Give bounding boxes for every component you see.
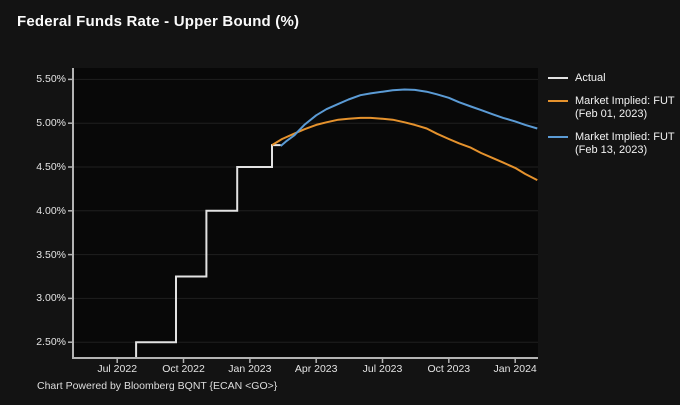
legend-label-line: (Feb 13, 2023) bbox=[575, 144, 648, 156]
market-implied-feb-13-2023-line bbox=[280, 88, 538, 147]
x-tick-label: Jan 2023 bbox=[228, 363, 272, 375]
y-tick-label: 4.50% bbox=[36, 161, 66, 173]
legend-swatch-market-implied-feb-13-2023 bbox=[548, 135, 568, 138]
y-tick-label: 5.50% bbox=[36, 73, 66, 86]
market-implied-feb-01-2023-line bbox=[271, 116, 538, 181]
legend-item-actual: Actual bbox=[548, 72, 675, 86]
x-tick-label: Jul 2023 bbox=[362, 363, 403, 375]
y-tick-label: 5.00% bbox=[36, 117, 66, 130]
legend-item-market-implied-feb-13-2023: Market Implied: FUT (Feb 13, 2023) bbox=[548, 131, 675, 158]
legend-label-line: Market Implied: FUT bbox=[575, 94, 675, 107]
legend-item-market-implied-feb-01-2023: Market Implied: FUT (Feb 01, 2023) bbox=[548, 95, 675, 122]
legend-swatch-actual bbox=[548, 77, 568, 79]
legend: Actual Market Implied: FUT (Feb 01, 2023) M… bbox=[548, 72, 675, 158]
y-tick-label: 3.50% bbox=[36, 248, 66, 261]
legend-label-line: Actual bbox=[575, 72, 606, 84]
y-tick-label: 4.00% bbox=[36, 204, 66, 217]
legend-label-line: Market Implied: FUT bbox=[575, 130, 675, 143]
legend-label: Actual bbox=[575, 72, 606, 86]
legend-swatch-market-implied-feb-01-2023 bbox=[548, 99, 568, 102]
footer-credit: Chart Powered by Bloomberg BQNT {ECAN <G… bbox=[37, 380, 278, 392]
actual-line bbox=[135, 144, 281, 358]
x-tick-label: Jul 2022 bbox=[97, 363, 138, 375]
x-tick-label: Oct 2022 bbox=[162, 363, 205, 375]
x-tick-label: Oct 2023 bbox=[427, 363, 471, 375]
legend-label: Market Implied: FUT (Feb 13, 2023) bbox=[575, 131, 675, 158]
x-tick-label: Apr 2023 bbox=[294, 363, 338, 375]
legend-label: Market Implied: FUT (Feb 01, 2023) bbox=[575, 95, 675, 122]
y-tick-label: 2.50% bbox=[36, 336, 66, 349]
chart-title: Federal Funds Rate - Upper Bound (%) bbox=[17, 13, 300, 30]
plot-background bbox=[73, 68, 538, 358]
axes bbox=[68, 68, 538, 363]
y-tick-label: 3.00% bbox=[36, 292, 66, 305]
legend-label-line: (Feb 01, 2023) bbox=[575, 108, 648, 120]
x-tick-label: Jan 2024 bbox=[493, 363, 537, 375]
